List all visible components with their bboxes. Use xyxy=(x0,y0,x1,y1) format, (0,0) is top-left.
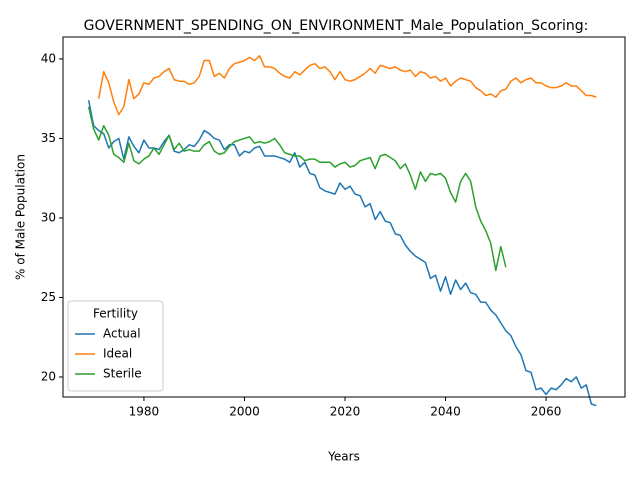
legend-label: Sterile xyxy=(103,367,142,381)
series-line xyxy=(87,106,507,272)
legend-label: Actual xyxy=(103,327,141,341)
y-tick-label: 25 xyxy=(41,290,56,304)
series-line xyxy=(97,55,597,116)
legend-box xyxy=(67,300,164,392)
chart-title: GOVERNMENT_SPENDING_ON_ENVIRONMENT_Male_… xyxy=(84,18,589,34)
x-tick-label: 1980 xyxy=(129,405,160,419)
legend: Fertility Actual Ideal Sterile xyxy=(67,300,164,392)
legend-label: Ideal xyxy=(103,347,132,361)
y-axis-label: % of Male Population xyxy=(14,154,28,280)
x-tick-label: 2040 xyxy=(430,405,461,419)
x-tick-label: 2000 xyxy=(229,405,260,419)
series-line xyxy=(87,100,597,407)
y-tick-label: 40 xyxy=(41,51,56,65)
y-tick-label: 35 xyxy=(41,131,56,145)
y-tick-label: 30 xyxy=(41,210,56,224)
x-tick-label: 2020 xyxy=(330,405,361,419)
x-axis-label: Years xyxy=(327,450,360,464)
plot-frame xyxy=(62,36,626,398)
y-tick-label: 20 xyxy=(41,369,56,383)
x-tick-label: 2060 xyxy=(531,405,562,419)
legend-title: Fertility xyxy=(93,307,138,321)
